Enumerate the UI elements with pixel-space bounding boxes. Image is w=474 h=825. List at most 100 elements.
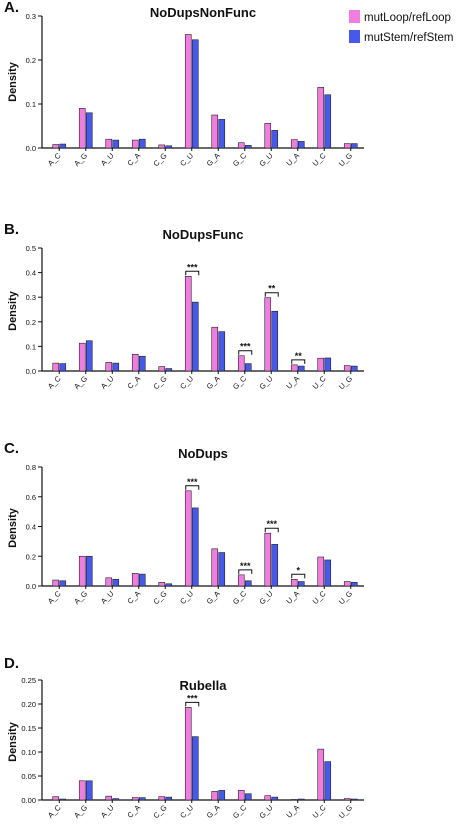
bar-c-u-series-1 <box>184 490 192 587</box>
y-tick-label: 0.0 <box>26 582 36 591</box>
y-tick-label: 0.6 <box>26 493 36 502</box>
chart-panel-3: C. NoDups Density 0.0 0.2 0.4 0.6 0.8 A_C A_G A_U C… <box>4 440 364 606</box>
y-tick-label: 0.2 <box>26 318 36 327</box>
x-tick-label: G_U <box>257 803 274 820</box>
bar-a-c-series-2 <box>59 363 67 372</box>
x-tick-label: A_U <box>99 151 116 168</box>
legend-label-1: mutLoop/refLoop <box>364 12 451 24</box>
x-tick-label: U_C <box>311 151 328 168</box>
significance-label: *** <box>240 561 251 571</box>
bar-g-u-series-2 <box>271 310 279 372</box>
x-tick-label: A_U <box>99 374 116 391</box>
x-tick-label: G_A <box>205 374 222 391</box>
bar-u-c-series-2 <box>324 761 332 801</box>
y-tick-label: 0.3 <box>26 12 36 21</box>
bar-a-u-series-1 <box>105 795 113 801</box>
bar-g-a-series-1 <box>211 326 219 372</box>
chart-title: NoDupsNonFunc <box>150 5 256 20</box>
bar-g-c-series-1 <box>237 355 245 372</box>
y-tick-label: 0.1 <box>26 342 36 351</box>
bar-a-u-series-2 <box>112 362 120 372</box>
x-tick-label: A_U <box>99 589 116 606</box>
x-tick-label: C_A <box>125 374 142 391</box>
panel-label: C. <box>4 440 19 457</box>
y-tick-label: 0.00 <box>21 796 36 805</box>
bar-g-u-series-1 <box>264 532 272 587</box>
x-tick-label: A_U <box>99 803 116 820</box>
panel-label: D. <box>4 655 19 672</box>
bar-g-a-series-2 <box>218 119 226 149</box>
bar-c-a-series-2 <box>138 797 146 801</box>
y-tick-label: 0.15 <box>21 724 36 733</box>
bar-a-g-series-1 <box>78 555 86 587</box>
y-tick-label: 0.10 <box>21 748 36 757</box>
bar-a-c-series-2 <box>59 580 67 587</box>
significance-label: *** <box>187 477 198 487</box>
x-tick-label: C_U <box>178 589 195 606</box>
y-tick-label: 0.1 <box>26 100 36 109</box>
x-tick-label: C_G <box>151 803 168 820</box>
y-tick-label: 0.20 <box>21 700 36 709</box>
x-tick-label: C_U <box>178 803 195 820</box>
y-axis-label: Density <box>7 61 19 102</box>
x-tick-label: U_G <box>337 589 354 606</box>
bar-u-a-series-1 <box>290 364 298 372</box>
x-tick-label: U_A <box>284 803 301 820</box>
x-tick-label: G_C <box>231 151 249 169</box>
x-tick-label: U_A <box>284 151 301 168</box>
bar-u-a-series-2 <box>297 581 305 587</box>
bar-g-u-series-1 <box>264 795 272 801</box>
bar-c-u-series-2 <box>191 39 199 149</box>
bar-a-u-series-2 <box>112 139 120 149</box>
bar-a-c-series-1 <box>52 144 60 149</box>
bar-g-c-series-1 <box>237 790 245 801</box>
x-tick-label: G_U <box>257 151 274 168</box>
bar-c-a-series-2 <box>138 355 146 372</box>
significance-bracket <box>185 485 200 490</box>
legend-swatch-2 <box>349 30 360 43</box>
y-tick-label: 0.05 <box>21 772 36 781</box>
bar-c-a-series-1 <box>131 353 139 372</box>
y-tick-label: 0.0 <box>26 144 36 153</box>
significance-bracket <box>291 573 306 579</box>
bar-a-c-series-2 <box>59 143 67 149</box>
bar-g-a-series-1 <box>211 548 219 587</box>
x-tick-label: C_A <box>125 589 142 606</box>
bar-a-c-series-1 <box>52 579 60 587</box>
bar-u-g-series-2 <box>350 143 358 149</box>
bar-u-c-series-2 <box>324 357 332 372</box>
bar-c-a-series-1 <box>131 139 139 149</box>
bar-g-c-series-1 <box>237 574 245 587</box>
bar-g-c-series-2 <box>244 793 252 801</box>
bar-g-c-series-2 <box>244 363 252 372</box>
significance-bracket <box>185 270 200 276</box>
bar-c-u-series-2 <box>191 507 199 587</box>
significance-label: ** <box>268 284 276 294</box>
bar-c-a-series-2 <box>138 138 146 149</box>
legend-label-2: mutStem/refStem <box>364 32 453 44</box>
bar-a-g-series-2 <box>85 555 93 587</box>
x-tick-label: G_A <box>205 803 222 820</box>
x-tick-label: U_G <box>337 374 354 391</box>
bar-g-c-series-2 <box>244 145 252 149</box>
bar-c-a-series-2 <box>138 573 146 587</box>
significance-label: * <box>296 565 300 575</box>
y-axis-label: Density <box>7 507 19 548</box>
bar-g-a-series-2 <box>218 790 226 801</box>
x-tick-label: C_A <box>125 803 142 820</box>
bar-a-g-series-2 <box>85 780 93 801</box>
bar-a-g-series-2 <box>85 112 93 149</box>
significance-bracket <box>264 292 279 297</box>
bar-g-a-series-2 <box>218 552 226 587</box>
significance-label: *** <box>187 693 198 703</box>
bar-a-c-series-1 <box>52 796 60 801</box>
x-tick-label: C_U <box>178 151 195 168</box>
bar-g-a-series-1 <box>211 791 219 801</box>
bar-a-g-series-1 <box>78 108 86 149</box>
bar-u-a-series-2 <box>297 141 305 149</box>
significance-bracket <box>238 350 253 355</box>
bar-u-g-series-1 <box>343 798 351 801</box>
bar-a-c-series-2 <box>59 798 67 801</box>
x-tick-label: U_G <box>337 803 354 820</box>
